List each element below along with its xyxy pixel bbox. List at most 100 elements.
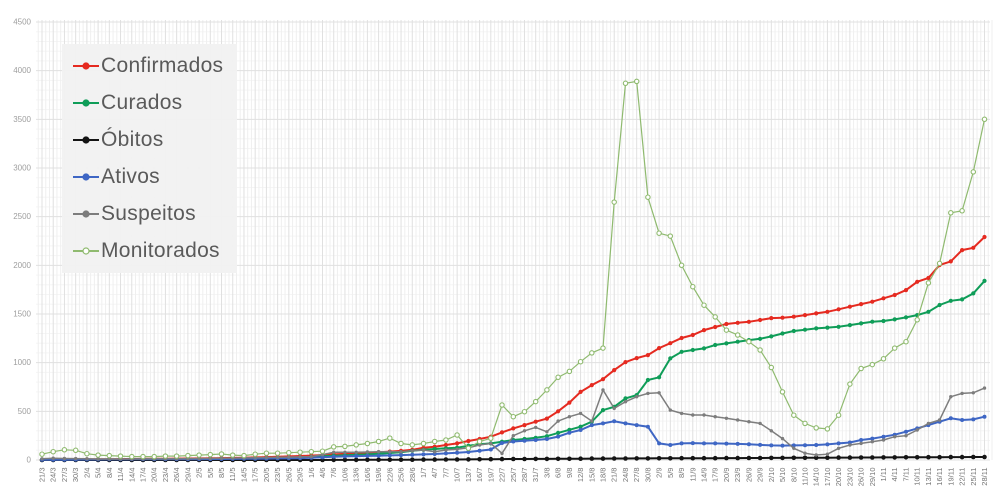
- svg-text:23/4: 23/4: [161, 468, 170, 483]
- svg-text:23/5: 23/5: [273, 468, 282, 483]
- svg-text:2/10: 2/10: [767, 468, 776, 483]
- svg-text:9/8: 9/8: [565, 468, 574, 478]
- svg-text:20/10: 20/10: [834, 468, 843, 487]
- svg-text:1500: 1500: [13, 310, 31, 319]
- svg-text:2500: 2500: [13, 212, 31, 221]
- svg-text:8/4: 8/4: [105, 468, 114, 478]
- svg-text:7/6: 7/6: [329, 468, 338, 478]
- svg-text:25/6: 25/6: [397, 468, 406, 483]
- svg-text:16/11: 16/11: [935, 468, 944, 486]
- legend-marker-icon: [73, 247, 99, 255]
- legend-item-obitos[interactable]: Óbitos: [72, 128, 223, 152]
- svg-text:5/5: 5/5: [206, 468, 215, 478]
- legend-label: Suspeitos: [101, 202, 196, 225]
- svg-text:27/8: 27/8: [632, 468, 641, 483]
- svg-text:22/7: 22/7: [498, 468, 507, 483]
- x-axis-labels: 21/3 24/3 27/3 30/3 2/4 5/4 8/4 11/4 14/4 17/4 20/…: [38, 467, 990, 486]
- svg-text:25/11: 25/11: [969, 468, 978, 486]
- svg-text:3000: 3000: [13, 164, 31, 173]
- svg-text:19/6: 19/6: [374, 468, 383, 483]
- legend-item-monitorados[interactable]: Monitorados: [72, 239, 223, 263]
- svg-text:19/11: 19/11: [946, 468, 955, 486]
- legend-label: Ativos: [101, 165, 160, 188]
- svg-text:1000: 1000: [13, 358, 31, 367]
- chart-legend: Confirmados Curados Óbitos Ativos Suspeitos M…: [62, 44, 238, 273]
- svg-text:31/7: 31/7: [531, 468, 540, 483]
- svg-text:4/11: 4/11: [890, 468, 899, 482]
- svg-text:10/7: 10/7: [453, 468, 462, 483]
- svg-text:1/7: 1/7: [419, 468, 428, 478]
- svg-text:26/9: 26/9: [744, 468, 753, 483]
- svg-text:30/3: 30/3: [71, 468, 80, 483]
- svg-text:8/10: 8/10: [789, 468, 798, 483]
- svg-text:19/7: 19/7: [486, 468, 495, 483]
- svg-text:27/3: 27/3: [60, 468, 69, 483]
- svg-text:15/8: 15/8: [587, 468, 596, 483]
- svg-text:24/8: 24/8: [621, 468, 630, 483]
- svg-text:11/5: 11/5: [228, 468, 237, 482]
- svg-text:25/7: 25/7: [509, 468, 518, 483]
- svg-text:14/4: 14/4: [127, 468, 136, 483]
- svg-text:24/3: 24/3: [49, 468, 58, 483]
- svg-text:10/11: 10/11: [913, 468, 922, 486]
- svg-text:6/8: 6/8: [554, 468, 563, 478]
- svg-text:14/10: 14/10: [812, 468, 821, 487]
- svg-text:13/6: 13/6: [352, 468, 361, 483]
- svg-text:7/11: 7/11: [901, 468, 910, 482]
- legend-marker-icon: [73, 136, 99, 144]
- svg-text:3500: 3500: [13, 115, 31, 124]
- legend-item-confirmados[interactable]: Confirmados: [72, 54, 223, 78]
- svg-text:26/5: 26/5: [284, 468, 293, 483]
- svg-text:17/10: 17/10: [823, 468, 832, 487]
- svg-text:26/4: 26/4: [172, 468, 181, 483]
- svg-text:3/8: 3/8: [542, 468, 551, 478]
- svg-text:23/9: 23/9: [733, 468, 742, 483]
- svg-text:20/4: 20/4: [150, 468, 159, 483]
- svg-text:5/10: 5/10: [778, 468, 787, 483]
- svg-text:16/7: 16/7: [475, 468, 484, 483]
- svg-text:23/10: 23/10: [845, 468, 854, 487]
- legend-label: Óbitos: [101, 128, 164, 151]
- svg-text:2/9: 2/9: [655, 468, 664, 478]
- y-axis-labels: 0 500 1000 1500 2000 2500 3000 3500 4000 4500: [13, 18, 31, 465]
- svg-text:20/9: 20/9: [722, 468, 731, 483]
- legend-marker-icon: [73, 99, 99, 107]
- svg-text:28/6: 28/6: [408, 468, 417, 483]
- svg-text:12/8: 12/8: [576, 468, 585, 483]
- legend-marker-icon: [73, 210, 99, 218]
- svg-text:26/10: 26/10: [857, 468, 866, 487]
- legend-item-suspeitos[interactable]: Suspeitos: [72, 202, 223, 226]
- svg-text:21/8: 21/8: [610, 468, 619, 483]
- legend-item-ativos[interactable]: Ativos: [72, 165, 223, 189]
- svg-text:29/4: 29/4: [183, 468, 192, 483]
- legend-label: Confirmados: [101, 54, 224, 77]
- svg-text:2000: 2000: [13, 261, 31, 270]
- gridlines: [36, 20, 993, 461]
- legend-label: Curados: [101, 91, 183, 114]
- svg-text:16/6: 16/6: [363, 468, 372, 483]
- svg-text:4/7: 4/7: [430, 468, 439, 478]
- svg-text:500: 500: [18, 407, 32, 416]
- svg-text:17/9: 17/9: [711, 468, 720, 483]
- svg-text:1/6: 1/6: [307, 468, 316, 478]
- svg-text:13/7: 13/7: [464, 468, 473, 483]
- legend-label: Monitorados: [101, 239, 220, 262]
- svg-text:7/7: 7/7: [441, 468, 450, 478]
- svg-text:30/8: 30/8: [643, 468, 652, 483]
- legend-item-curados[interactable]: Curados: [72, 91, 223, 115]
- svg-text:5/4: 5/4: [94, 468, 103, 478]
- svg-text:2/5: 2/5: [195, 468, 204, 478]
- legend-marker-icon: [73, 62, 99, 70]
- svg-text:10/6: 10/6: [340, 468, 349, 483]
- svg-text:4000: 4000: [13, 66, 31, 75]
- series-monitorados: [39, 78, 988, 460]
- svg-text:1/11: 1/11: [879, 468, 888, 482]
- svg-text:5/9: 5/9: [666, 468, 675, 478]
- svg-text:20/5: 20/5: [262, 468, 271, 483]
- svg-text:8/5: 8/5: [217, 468, 226, 478]
- svg-text:29/5: 29/5: [296, 468, 305, 483]
- svg-text:17/5: 17/5: [251, 467, 260, 482]
- svg-text:11/10: 11/10: [800, 468, 809, 486]
